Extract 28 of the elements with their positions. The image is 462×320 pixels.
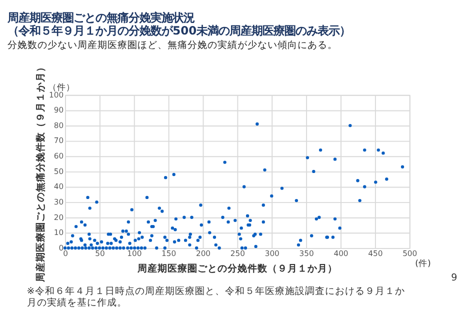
text: ※令和６年４月１日時点の周産期医療圏と、令和５年医療施設調査における９月１か月の実績を基に作成。 (26, 284, 405, 308)
x-tick-label: 200 (196, 249, 211, 258)
x-tick-label: 300 (264, 249, 280, 258)
x-tick-label: 250 (230, 249, 246, 258)
x-tick-label: 400 (334, 249, 348, 258)
x-tick-label: 50 (95, 249, 105, 258)
x-axis-title: 周産期医療圏ごとの分娩件数（９月１か月） (136, 262, 338, 274)
text: (件) (415, 258, 431, 270)
y-tick-label: 0 (58, 243, 64, 252)
x-tick-label: 100 (127, 249, 142, 258)
y-tick-label: 40 (54, 182, 64, 192)
y-tick-label: 30 (54, 197, 64, 206)
y-tick-label: 60 (54, 152, 64, 161)
x-tick-label: 500 (402, 249, 418, 258)
y-tick-label: 20 (54, 212, 64, 222)
text: 9 (451, 272, 458, 284)
x-tick-label: 450 (368, 249, 383, 258)
y-tick-label: 70 (54, 136, 64, 146)
y-tick-label: 50 (54, 166, 64, 176)
y-tick-label: 10 (54, 228, 64, 238)
y-axis-title: 周産期医療圏ごとの無痛分娩件数（９月１か月） (34, 62, 46, 283)
x-tick-label: 150 (162, 249, 176, 258)
chart-subtitle: 分娩数の少ない周産期医療圏ほど、無痛分娩の実績が少ない傾向にある。 (8, 39, 338, 52)
y-tick-label: 80 (54, 120, 64, 130)
text: 周産期医療圏ごとの無痛分娩実施状況 (8, 10, 195, 24)
y-tick-label: 90 (54, 106, 64, 115)
x-tick-label: 350 (299, 249, 314, 258)
text: （令和５年９月１か月の分娩数が500未満の周産期医療圏のみ表示） (8, 24, 351, 38)
